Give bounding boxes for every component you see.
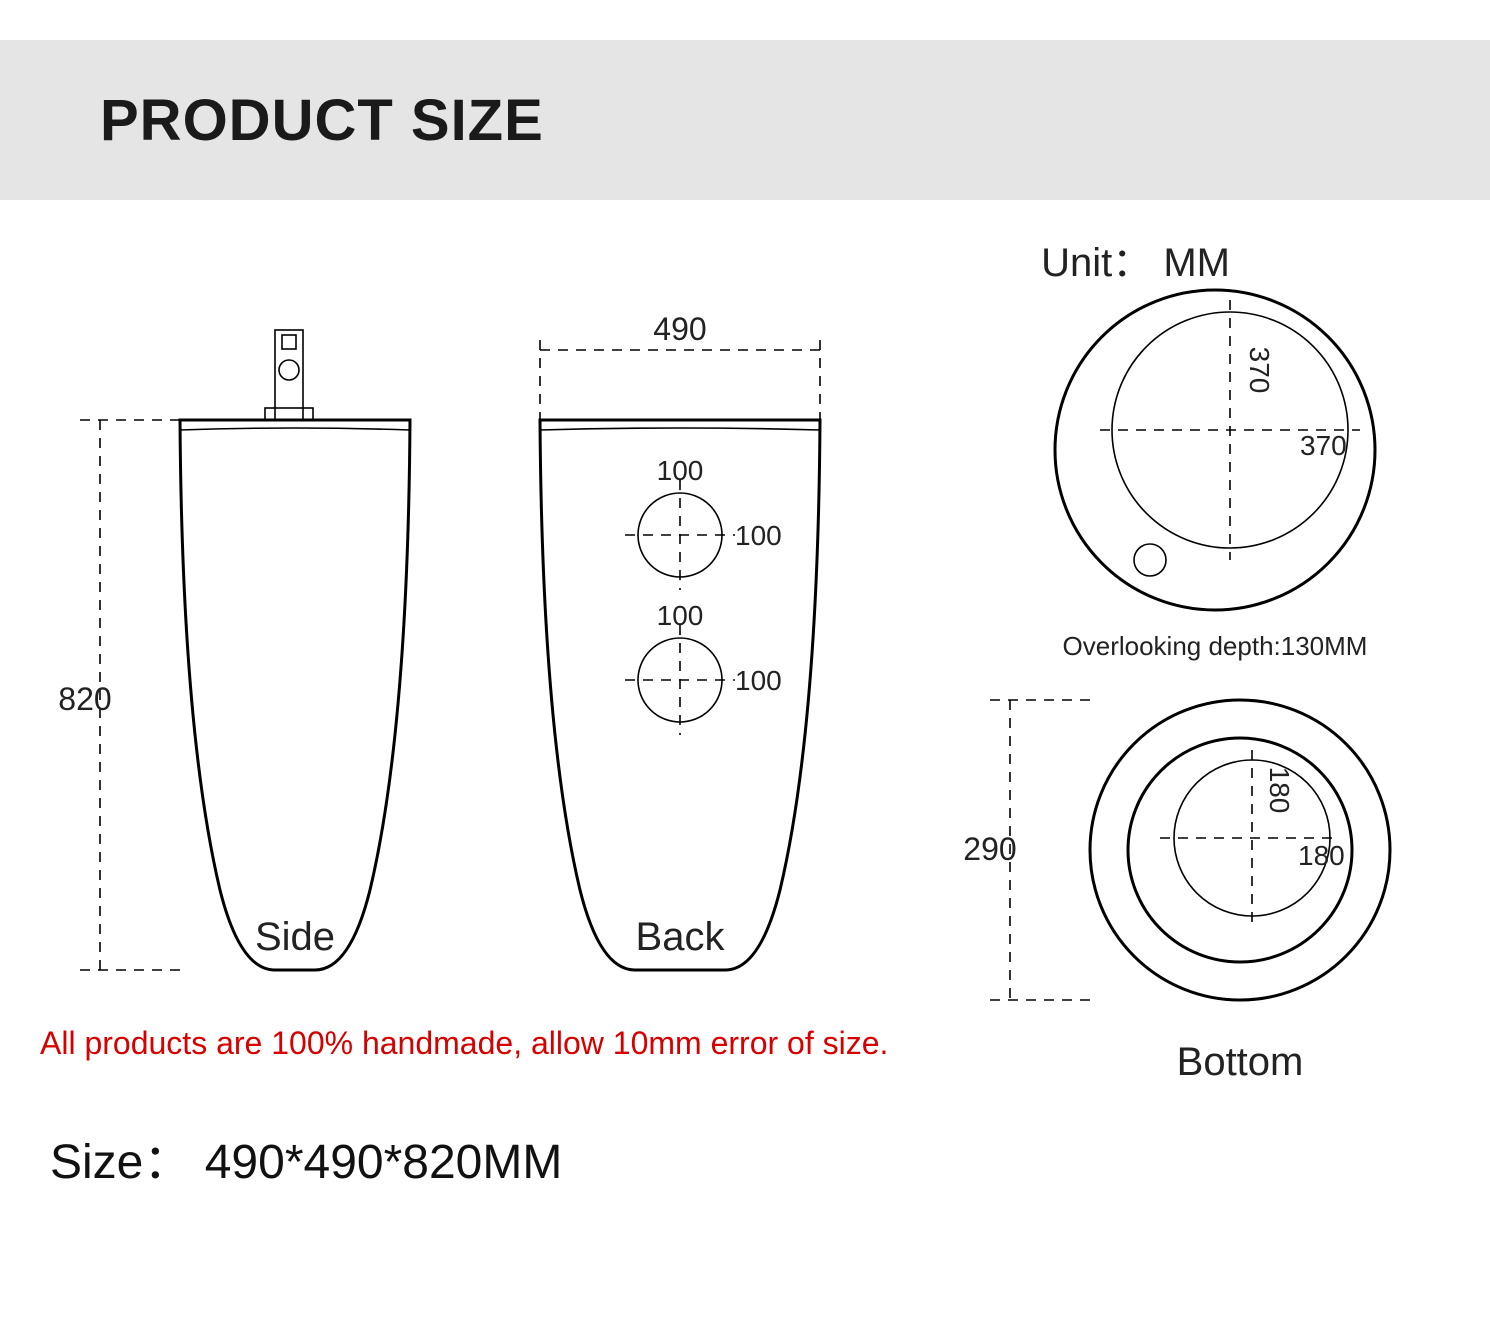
unit-prefix: Unit：	[1041, 241, 1152, 285]
size-value: 490*490*820MM	[205, 1136, 563, 1189]
top-inner-v: 370	[1244, 347, 1275, 394]
top-inner-h: 370	[1300, 430, 1347, 461]
size-line: Size： 490*490*820MM	[50, 1122, 562, 1192]
faucet-icon	[265, 330, 313, 420]
bottom-outer-dim: 290	[963, 831, 1016, 867]
top-note: Overlooking depth:130MM	[1063, 631, 1368, 661]
back-hole2-top: 100	[657, 600, 704, 631]
bottom-view: 290 180 180 Bottom	[930, 670, 1450, 1100]
back-label: Back	[636, 915, 726, 959]
back-hole1-right: 100	[735, 520, 782, 551]
back-hole2-right: 100	[735, 665, 782, 696]
side-label: Side	[255, 915, 335, 959]
side-height-dim: 820	[58, 681, 111, 717]
diagram-canvas: Unit： MM 820 Side 490	[0, 200, 1490, 1180]
handmade-note: All products are 100% handmade, allow 10…	[40, 1025, 888, 1062]
back-view: 490 100 100 100 100 Back	[480, 310, 880, 1030]
back-hole1-top: 100	[657, 455, 704, 486]
size-label: Size：	[50, 1136, 191, 1189]
header-bar: PRODUCT SIZE	[0, 40, 1490, 200]
back-width-dim: 490	[653, 311, 706, 347]
top-view: 370 370 Overlooking depth:130MM	[1000, 280, 1430, 670]
bottom-inner-h: 180	[1298, 840, 1345, 871]
side-view: 820 Side	[50, 330, 470, 1030]
page-title: PRODUCT SIZE	[100, 87, 544, 154]
bottom-inner-v: 180	[1264, 767, 1295, 814]
unit-value: MM	[1163, 241, 1230, 285]
bottom-label: Bottom	[1177, 1040, 1304, 1084]
